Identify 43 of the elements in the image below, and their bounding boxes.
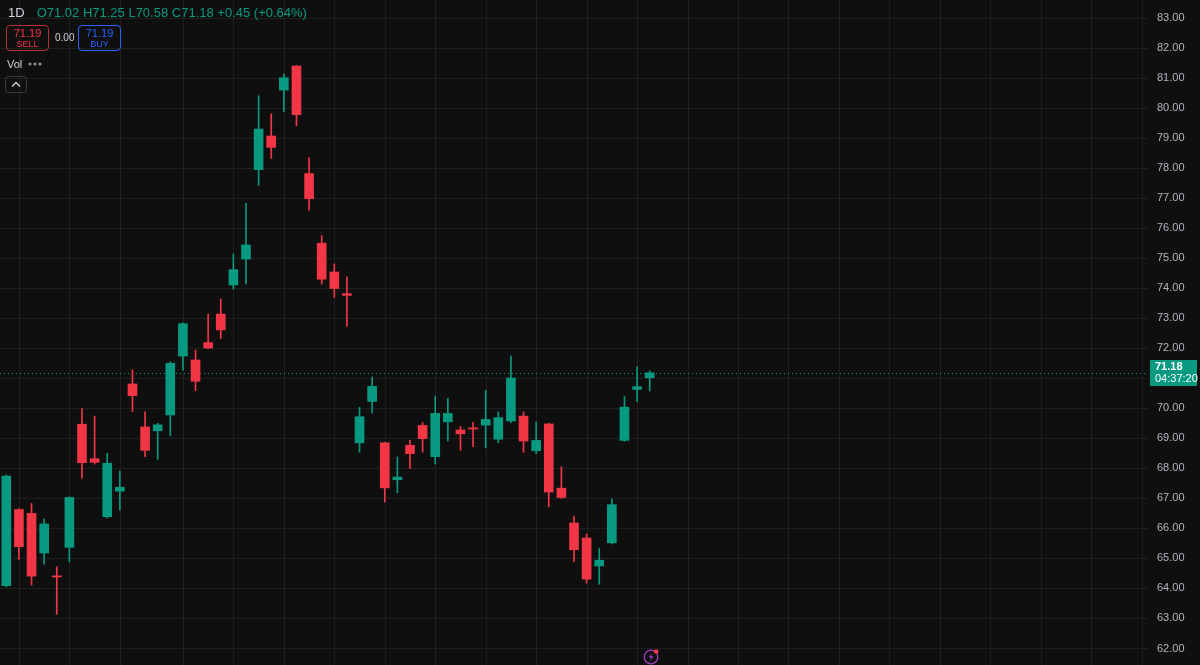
y-tick-label: 76.00: [1157, 221, 1185, 234]
candlestick: [241, 202, 251, 285]
annotation: 71.19: [12, 27, 43, 39]
annotation: 71.19: [84, 27, 115, 39]
y-tick-label: 83.00: [1157, 11, 1185, 24]
y-tick-label: 79.00: [1157, 131, 1185, 144]
chart-subtitle: O71.02 H71.25 L70.58 C71.18 +0.45 (+0.64%): [36, 5, 307, 21]
candlestick: [480, 389, 491, 449]
candlestick: [266, 113, 277, 159]
y-tick-label: 68.00: [1157, 461, 1185, 474]
y-tick-label: 64.00: [1157, 581, 1185, 594]
annotation: Vol: [7, 58, 23, 71]
candlestick: [443, 398, 453, 442]
annotation: 0.00: [55, 32, 75, 44]
y-tick-label: 70.00: [1157, 401, 1185, 414]
y-tick-label: 82.00: [1157, 41, 1185, 54]
candlestick: [152, 422, 163, 460]
y-tick-label: 66.00: [1157, 521, 1185, 534]
y-tick-label: 67.00: [1157, 491, 1185, 504]
sell-button: 71.19 SELL: [6, 25, 49, 51]
ref-line-label: 71.18: [1155, 359, 1183, 372]
y-tick-label: 69.00: [1157, 431, 1185, 444]
y-tick-label: 78.00: [1157, 161, 1185, 174]
candlestick: [594, 548, 605, 585]
annotation: SELL: [15, 39, 40, 49]
y-tick-label: 74.00: [1157, 281, 1185, 294]
candlestick: [632, 366, 642, 403]
y-tick-label: 77.00: [1157, 191, 1185, 204]
y-tick-label: 80.00: [1157, 101, 1185, 114]
y-tick-label: 72.00: [1157, 341, 1185, 354]
chart-title: 1D: [8, 5, 25, 21]
annotation: BUY: [89, 39, 110, 49]
y-tick-label: 65.00: [1157, 551, 1185, 564]
y-tick-label: 81.00: [1157, 71, 1185, 84]
candlestick: [115, 470, 125, 511]
candlestick: [342, 276, 352, 327]
candlestick: [203, 313, 213, 350]
y-tick-label: 73.00: [1157, 311, 1185, 324]
buy-button: 71.19 BUY: [78, 25, 121, 51]
candlestick: [468, 422, 478, 448]
y-tick-label: 62.00: [1157, 641, 1185, 654]
y-tick-label: 75.00: [1157, 251, 1185, 264]
y-tick-label: 63.00: [1157, 611, 1185, 624]
